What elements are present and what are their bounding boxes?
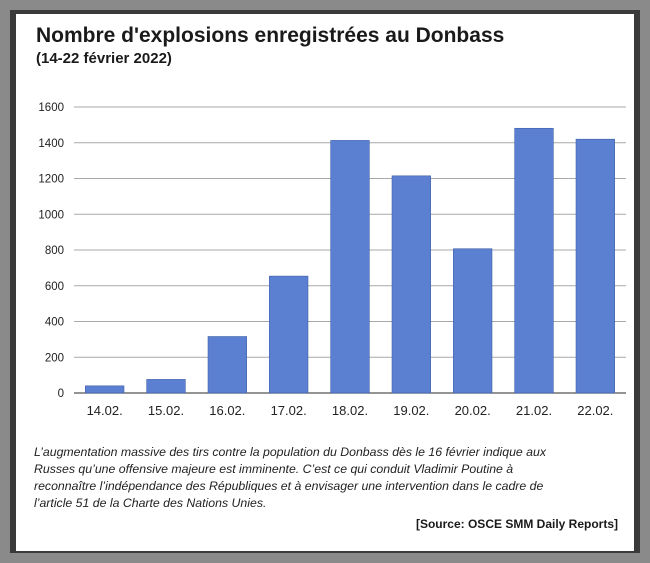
caption-line: Russes qu’une offensive majeure est immi… — [34, 462, 514, 476]
x-tick-label: 19.02. — [393, 403, 429, 418]
y-tick-label: 400 — [45, 317, 64, 329]
y-tick-label: 1000 — [38, 209, 64, 221]
y-tick-label: 1600 — [38, 102, 64, 114]
bar — [269, 275, 309, 394]
bar — [391, 175, 431, 394]
x-tick-label: 20.02. — [455, 403, 491, 418]
y-tick-labels: 0 200 400 600 800 1000 1200 1400 1600 — [38, 102, 64, 400]
x-tick-label: 22.02. — [577, 403, 613, 418]
y-tick-label: 600 — [45, 281, 64, 293]
y-tick-label: 800 — [45, 245, 64, 257]
y-tick-label: 200 — [45, 352, 64, 364]
x-tick-label: 16.02. — [209, 403, 245, 418]
caption-line: l’article 51 de la Charte des Nations Un… — [34, 496, 267, 510]
bar — [146, 379, 186, 394]
y-tick-label: 1200 — [38, 174, 64, 186]
caption: L’augmentation massive des tirs contre l… — [34, 444, 624, 512]
bars — [85, 127, 615, 394]
bar — [514, 127, 554, 394]
x-tick-label: 14.02. — [87, 403, 123, 418]
y-tick-label: 0 — [58, 388, 64, 400]
x-tick-label: 21.02. — [516, 403, 552, 418]
bar — [575, 138, 615, 394]
chart-title: Nombre d'explosions enregistrées au Donb… — [36, 24, 505, 47]
bar — [85, 385, 125, 394]
source-note: [Source: OSCE SMM Daily Reports] — [415, 517, 618, 531]
x-tick-label: 18.02. — [332, 403, 368, 418]
x-tick-label: 15.02. — [148, 403, 184, 418]
chart-card: Nombre d'explosions enregistrées au Donb… — [16, 14, 634, 551]
x-tick-labels: 14.02. 15.02. 16.02. 17.02. 18.02. 19.02. 20.0… — [87, 403, 614, 418]
bar — [207, 336, 247, 394]
y-tick-label: 1400 — [38, 138, 64, 150]
bar — [330, 140, 370, 394]
x-tick-label: 17.02. — [271, 403, 307, 418]
bar — [453, 248, 493, 394]
bar-chart: 0 200 400 600 800 1000 1200 1400 1600 14.02. 15.0… — [38, 102, 626, 418]
caption-line: reconnaître l’indépendance des Républiqu… — [34, 479, 544, 493]
chart-subtitle: (14-22 février 2022) — [36, 50, 172, 67]
caption-line: L’augmentation massive des tirs contre l… — [34, 445, 546, 459]
